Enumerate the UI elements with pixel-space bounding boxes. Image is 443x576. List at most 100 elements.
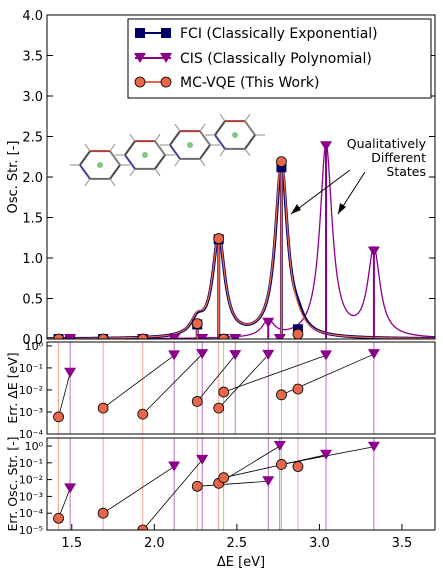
bottom-connector-1	[102, 466, 175, 514]
bottom-plot-area	[53, 438, 380, 530]
middle-cis-point-0	[64, 367, 77, 378]
cis-point-6	[273, 334, 286, 339]
top-y-tick-label-1: 0.5	[22, 293, 43, 308]
legend-label-mcvqe: MC-VQE (This Work)	[180, 75, 319, 91]
bottom-mcvqe-point-1	[97, 507, 109, 519]
top-y-tick-label-5: 2.5	[22, 131, 43, 146]
annotation-line-1: Qualitatively	[347, 136, 427, 151]
middle-y-label: Err. ΔE [eV]	[5, 352, 20, 423]
mcvqe-spectrum-line	[47, 157, 435, 339]
x-tick-label-1: 2.0	[144, 536, 165, 551]
mcvqe-point-2	[137, 333, 149, 339]
x-axis-label: ΔE [eV]	[217, 555, 265, 570]
middle-y-tick-label-0: 10⁰	[25, 340, 44, 353]
middle-cis-point-4	[262, 349, 275, 360]
bottom-mcvqe-point-3	[191, 480, 203, 492]
middle-frame	[46, 341, 436, 435]
middle-mcvqe-point-6	[276, 389, 287, 401]
middle-mcvqe-point-2	[137, 408, 149, 420]
bottom-mcvqe-point-7	[292, 461, 304, 472]
molecule-unit-1	[115, 133, 175, 177]
bottom-cis-point-3	[262, 476, 275, 487]
mcvqe-point-7	[292, 328, 304, 339]
middle-cis-point-2	[196, 349, 209, 360]
bottom-cis-point-4	[273, 441, 286, 452]
cis-point-3	[196, 334, 209, 339]
middle-connector-5	[223, 355, 327, 393]
middle-mcvqe-point-1	[97, 402, 109, 414]
x-tick-label-3: 3.0	[309, 536, 330, 551]
mcvqe-point-1	[97, 333, 109, 339]
middle-connector-1	[102, 355, 175, 409]
top-y-tick-label-3: 1.5	[22, 212, 43, 227]
annotation-arrowhead-2	[338, 203, 346, 214]
bottom-cis-point-1	[168, 461, 181, 472]
cis-spectrum-line	[47, 143, 435, 339]
bottom-y-tick-label-3: 10⁻³	[19, 490, 43, 503]
top-y-tick-label-7: 3.5	[22, 50, 43, 65]
legend-entry-mcvqe: MC-VQE (This Work)	[134, 75, 319, 91]
bottom-cis-point-5	[320, 449, 333, 460]
middle-plot-area	[53, 342, 380, 434]
middle-mcvqe-point-4	[213, 402, 225, 414]
bottom-y-tick-label-1: 10⁻¹	[19, 457, 43, 470]
middle-mcvqe-point-7	[292, 383, 304, 395]
legend-label-fci: FCI (Classically Exponential)	[180, 26, 378, 42]
bottom-y-tick-label-5: 10⁻⁵	[19, 524, 43, 537]
top-y-tick-label-4: 2.0	[22, 171, 43, 186]
annotation-arrow-1	[290, 169, 351, 215]
middle-cis-point-1	[168, 350, 181, 361]
top-y-label: Osc. Str. [-]	[6, 140, 21, 213]
middle-mcvqe-point-3	[191, 396, 203, 407]
mcvqe-point-6	[276, 156, 287, 168]
molecule-unit-3	[205, 113, 265, 157]
middle-cis-point-6	[367, 349, 380, 360]
legend-entry-cis: CIS (Classically Polynomial)	[134, 51, 372, 67]
middle-y-tick-label-3: 10⁻³	[19, 406, 43, 419]
cis-point-0	[64, 334, 77, 339]
middle-connector-0	[58, 372, 71, 417]
bottom-y-tick-label-4: 10⁻⁴	[19, 507, 44, 520]
bottom-connector-5	[223, 454, 327, 479]
bottom-mcvqe-point-5	[218, 472, 230, 484]
bottom-y-tick-label-2: 10⁻²	[19, 474, 43, 487]
middle-connector-2	[142, 353, 203, 415]
cis-point-8	[367, 246, 380, 257]
top-y-tick-label-0: 0.0	[22, 333, 43, 348]
top-y-tick-label-8: 4.0	[22, 9, 43, 24]
middle-y-tick-label-1: 10⁻¹	[19, 362, 43, 375]
bottom-y-tick-label-0: 10⁰	[25, 440, 44, 453]
bottom-connector-3	[197, 480, 269, 487]
annotation-arrowhead-1	[291, 204, 301, 214]
mcvqe-point-4	[213, 233, 225, 244]
annotation-line-3: States	[386, 164, 426, 179]
mcvqe-point-0	[53, 333, 64, 339]
cis-point-2	[168, 334, 181, 339]
middle-y-tick-label-2: 10⁻²	[19, 384, 43, 397]
bottom-cis-point-0	[64, 483, 77, 494]
middle-cis-point-3	[229, 350, 242, 361]
top-y-axis: 0.0 0.5 1.0 1.5 2.0 2.5 3.0 3.5 4.0	[22, 9, 435, 348]
middle-connector-4	[218, 354, 269, 409]
x-tick-label-2: 2.5	[227, 536, 248, 551]
middle-panel: 10⁰ 10⁻¹ 10⁻² 10⁻³ 10⁻⁴ Err. ΔE [eV]	[5, 340, 436, 441]
legend-entry-fci: FCI (Classically Exponential)	[135, 26, 378, 42]
cis-point-4	[229, 334, 242, 339]
bottom-mcvqe-point-2	[137, 524, 149, 530]
mcvqe-point-3	[191, 318, 203, 330]
middle-mcvqe-point-0	[53, 411, 64, 423]
molecule-unit-0	[70, 143, 130, 187]
annotation: Qualitatively Different States	[290, 136, 427, 215]
middle-y-axis: 10⁰ 10⁻¹ 10⁻² 10⁻³ 10⁻⁴	[19, 340, 52, 441]
x-axis: 1.5 2.0 2.5 3.0 3.5	[61, 524, 412, 551]
bottom-cis-point-2	[196, 454, 209, 465]
middle-connector-3	[196, 354, 236, 402]
legend: FCI (Classically Exponential) CIS (Class…	[127, 18, 432, 99]
bottom-y-label: Err. Osc. Str. [-]	[5, 437, 20, 532]
bottom-mcvqe-point-0	[53, 512, 64, 524]
cis-point-5	[262, 317, 275, 328]
middle-y-tick-label-4: 10⁻⁴	[19, 428, 44, 441]
cis-point-7	[320, 141, 333, 152]
legend-label-cis: CIS (Classically Polynomial)	[180, 51, 372, 67]
molecule-inset-image	[70, 113, 265, 187]
